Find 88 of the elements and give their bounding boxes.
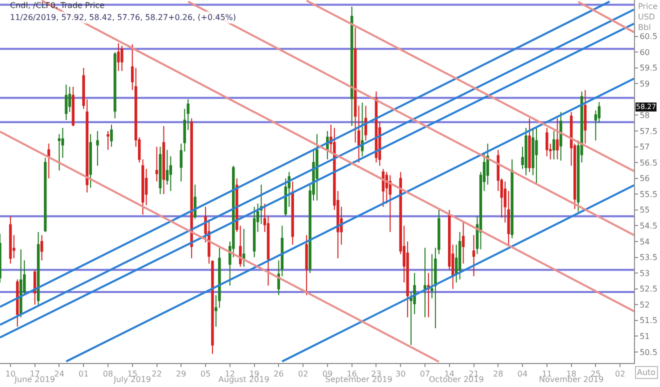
candlestick: [44, 157, 47, 232]
candlestick: [36, 232, 40, 306]
candlestick: [584, 89, 587, 144]
candlestick: [427, 272, 430, 318]
x-tick-label: 05: [200, 370, 211, 379]
candlestick: [458, 232, 462, 280]
candlestick: [190, 118, 193, 259]
candlestick: [360, 102, 364, 157]
x2-tick-label: June 2019: [14, 375, 56, 384]
candlestick: [20, 248, 22, 318]
x2-tick-label: July 2019: [112, 375, 152, 384]
candlestick: [252, 206, 256, 258]
candlestick: [510, 158, 514, 239]
y-tick-label: 53.5: [640, 253, 658, 262]
candlestick: [242, 228, 246, 268]
candlestick: [9, 216, 12, 264]
candlestick: [72, 86, 75, 127]
candlestick: [528, 118, 531, 173]
candlestick: [89, 134, 92, 188]
candlestick: [291, 181, 294, 246]
candlestick: [40, 234, 44, 261]
x-tick-label: 07: [420, 370, 430, 379]
candlestick: [316, 134, 318, 201]
y-tick-label: 56.5: [640, 158, 658, 168]
y-tick-label: 52.5: [640, 284, 658, 294]
text: 11/26/2019, 57.92, 58.42, 57.76, 58.27+0.26, (+0.45%): [10, 13, 236, 22]
candlestick: [524, 127, 528, 176]
candlestick: [106, 130, 110, 150]
y-tick-label: 59.5: [640, 64, 658, 73]
candlestick: [472, 234, 476, 277]
candlestick: [364, 105, 368, 141]
y-tick-label: 54: [640, 237, 650, 246]
y-tick-label: 54.5: [640, 221, 658, 230]
candlestick: [47, 143, 50, 179]
y-tick-label: 55.5: [640, 190, 658, 199]
candlestick: [559, 112, 562, 162]
y-tick-label: 60.5: [640, 32, 658, 42]
candlestick: [33, 269, 36, 306]
candlestick: [552, 130, 556, 160]
candlestick: [388, 174, 392, 232]
y-tick-label: 59: [640, 79, 650, 88]
candlestick: [16, 278, 19, 328]
candlestick: [462, 222, 465, 264]
y-tick-label: 52: [640, 300, 650, 310]
candlestick: [120, 45, 124, 72]
x-tick-label: 10: [5, 370, 16, 379]
candlestick: [239, 225, 242, 268]
candlestick: [114, 52, 116, 119]
candlestick: [155, 146, 158, 182]
y-tick-label: 50.5: [640, 348, 658, 357]
y-tick-label: 51.5: [640, 316, 658, 326]
y-tick-label: 55: [640, 206, 650, 215]
text: Auto: [637, 368, 656, 377]
y-axis-title: Price USD Bbl: [638, 2, 658, 32]
y-tick-label: 57: [640, 142, 650, 152]
candlestick: [194, 184, 196, 220]
x-tick-label: 30: [396, 370, 406, 379]
x-tick-label: 04: [517, 370, 528, 379]
x-tick-label: 02: [298, 370, 308, 379]
candlestick: [305, 234, 308, 296]
y-tick-label: 58: [640, 111, 650, 120]
candlestick: [546, 127, 548, 157]
candlestick: [382, 168, 385, 208]
x-tick-label: 26: [274, 370, 284, 379]
x-tick-label: 29: [176, 370, 186, 379]
candlestick: [424, 247, 426, 318]
candlestick: [64, 84, 68, 120]
candlestick: [162, 125, 166, 195]
candlestick: [535, 127, 538, 186]
y-tick-label: 57.5: [640, 126, 658, 136]
candlestick: [110, 124, 113, 148]
x-tick-label: 22: [152, 370, 162, 379]
candlestick: [556, 118, 559, 160]
candlestick: [117, 42, 120, 72]
y-tick-label: 51: [640, 332, 650, 341]
candlestick: [96, 130, 99, 166]
x-tick-label: 28: [493, 370, 504, 379]
x-tick-label: 24: [54, 370, 64, 379]
y-tick-label: 56: [640, 174, 650, 184]
candlestick: [158, 146, 162, 195]
y-tick-label: 60: [640, 48, 650, 57]
candlestick: [141, 158, 144, 216]
x-tick-label: 02: [614, 370, 626, 379]
y-tick-label: 53: [640, 268, 650, 278]
x-tick-label: 01: [78, 370, 89, 379]
x2-tick-label: October 2019: [428, 375, 484, 384]
x-tick-label: 08: [102, 370, 114, 379]
candlestick: [350, 6, 354, 126]
